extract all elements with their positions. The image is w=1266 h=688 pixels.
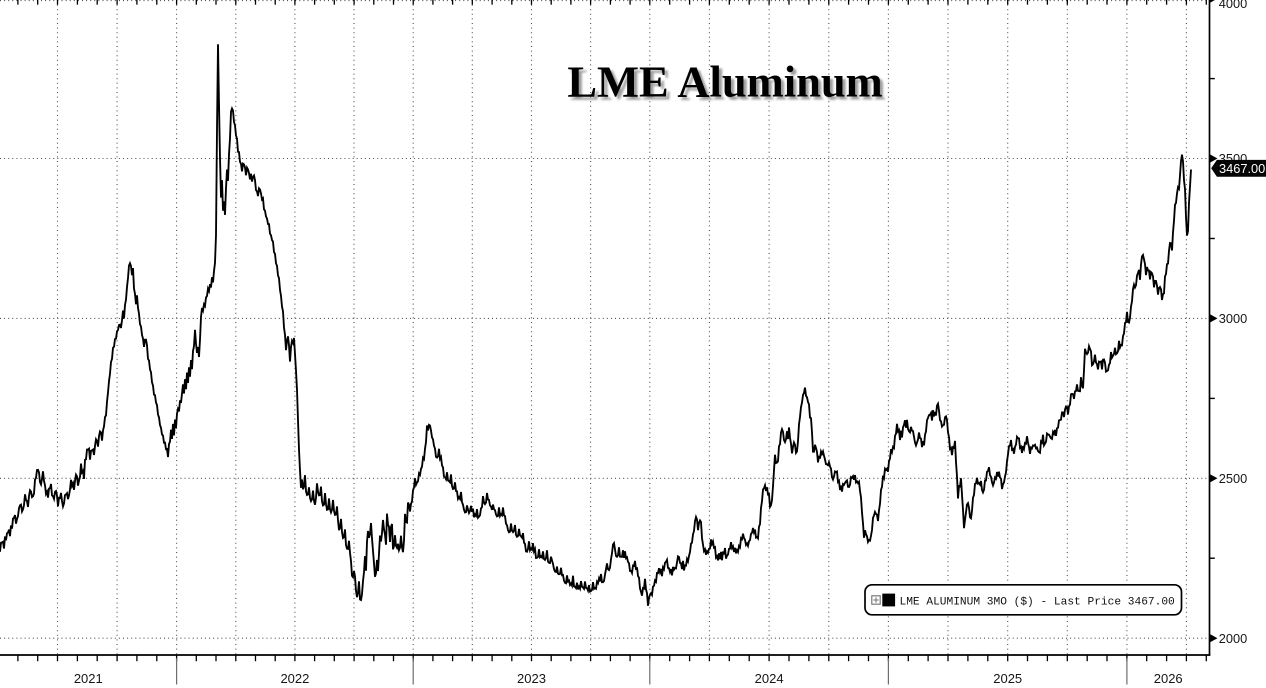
svg-text:2026: 2026 [1154,671,1183,686]
svg-text:3467.00: 3467.00 [1219,161,1265,176]
svg-text:2021: 2021 [74,671,103,686]
svg-text:2500: 2500 [1219,471,1247,486]
svg-text:2022: 2022 [280,671,309,686]
svg-text:2023: 2023 [517,671,546,686]
svg-text:2024: 2024 [755,671,784,686]
svg-text:4000: 4000 [1219,0,1247,11]
svg-text:LME Aluminum: LME Aluminum [567,57,882,107]
svg-text:2000: 2000 [1219,631,1247,646]
svg-text:3000: 3000 [1219,311,1247,326]
svg-text:2025: 2025 [993,671,1022,686]
svg-text:LME ALUMINUM 3MO ($) - Last Pr: LME ALUMINUM 3MO ($) - Last Price 3467.0… [900,597,1176,609]
svg-text:LME Aluminum: LME Aluminum [571,60,886,110]
